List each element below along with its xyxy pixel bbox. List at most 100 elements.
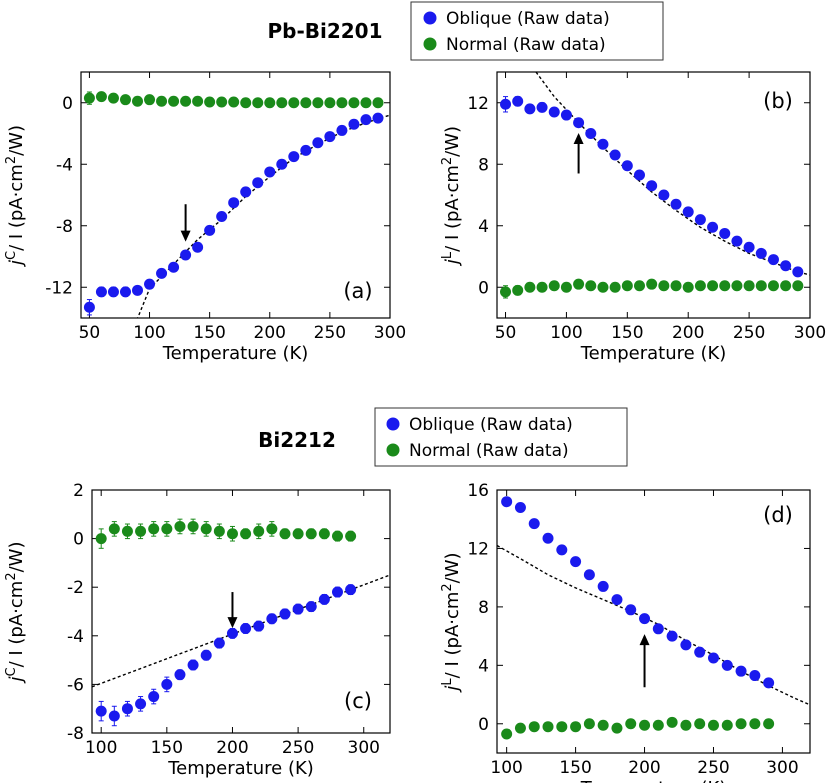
normal-point [633,280,645,292]
x-tick-label: 150 [151,738,183,758]
normal-point [548,280,560,292]
panel-label: (a) [343,279,372,303]
oblique-point [597,580,609,592]
oblique-point [253,620,265,632]
oblique-point [625,604,637,616]
transition-arrow-head [573,133,584,145]
normal-point [609,281,621,293]
oblique-point [305,601,317,613]
normal-point [213,525,225,537]
oblique-point [161,678,173,690]
normal-point [292,528,304,540]
oblique-point [755,247,767,259]
oblique-point [108,710,120,722]
legend-bottom-normal-marker [386,443,400,457]
y-axis-label: jC/ I (pA·cm2/W) [4,125,27,268]
panel-a: 50 100 150 200 250 300 0 -4 -8 -12 (a) Temperature … [4,71,406,364]
normal-point [542,721,554,733]
oblique-point [570,556,582,568]
normal-point [583,718,595,730]
normal-point [501,728,513,740]
oblique-point [731,235,743,247]
oblique-point [597,138,609,150]
panel-d: 100 150 200 250 300 16 12 8 4 0 (d) Temperature (K)… [440,481,811,783]
oblique-point [83,301,95,313]
normal-point [264,97,276,109]
normal-point [721,719,733,731]
oblique-point [119,286,131,298]
normal-point [694,718,706,730]
y-tick-label: -2 [67,578,84,598]
oblique-point [121,703,133,715]
x-axis-label: Temperature (K) [580,343,727,364]
y-tick-label: 0 [73,530,84,550]
oblique-point [501,496,513,508]
oblique-point [228,197,240,209]
normal-point [763,718,775,730]
oblique-point [252,177,264,189]
panel-c: 100 150 200 250 300 2 0 -2 -4 -6 -8 (c) Temperature … [4,481,391,779]
normal-point [336,97,348,109]
oblique-point [226,627,238,639]
oblique-point [292,603,304,615]
normal-point [312,97,324,109]
normal-point [192,95,204,107]
panel-label: (b) [763,89,793,113]
oblique-point [200,649,212,661]
plot-frame [496,71,811,319]
normal-point [621,280,633,292]
normal-point [300,97,312,109]
normal-point [755,280,767,292]
normal-point [597,719,609,731]
normal-point [658,280,670,292]
panel-b: 50 100 150 200 250 300 0 4 8 12 (b) Temperature (K)… [440,71,826,364]
oblique-point [360,114,372,126]
normal-point [144,94,156,106]
normal-point [95,91,107,103]
oblique-point [264,166,276,178]
header-title-bottom: Bi2212 [258,428,336,452]
panel-label: (d) [763,503,793,527]
normal-point [276,97,288,109]
normal-point [585,280,597,292]
y-axis-label-part: 2 [4,572,19,580]
oblique-point [528,518,540,530]
oblique-point [749,670,761,682]
oblique-point [135,698,147,710]
oblique-point [585,128,597,139]
normal-point [226,528,238,540]
oblique-point [213,637,225,649]
y-axis-label-part: j [6,676,27,684]
normal-point [83,92,95,104]
y-axis-label-part: /W) [442,126,463,157]
oblique-point [633,169,645,181]
y-tick-label: 12 [467,94,489,114]
y-axis-label-part: 2 [440,157,455,165]
x-tick-label: 200 [216,738,248,758]
normal-point [707,719,719,731]
x-tick-label: 250 [282,738,314,758]
y-axis-label-part: /W) [6,542,27,573]
normal-point [331,530,343,542]
oblique-point [542,532,554,544]
normal-point [735,718,747,730]
normal-point [694,280,706,292]
x-axis-label: Temperature (K) [167,758,314,779]
normal-point [573,278,585,290]
oblique-point [694,646,706,658]
legend-top-oblique-label: Oblique (Raw data) [446,9,610,29]
oblique-point [514,502,526,514]
normal-point [240,528,252,540]
oblique-point [174,669,186,681]
oblique-point [767,254,779,266]
x-tick-label: 100 [85,738,117,758]
oblique-point [512,95,524,107]
normal-point [345,530,357,542]
x-tick-label: 200 [254,323,286,343]
normal-point [536,281,548,293]
y-axis-label-part: C [4,251,19,260]
y-axis-label-part: / I (pA·cm [6,581,27,668]
normal-point [360,97,372,109]
x-tick-label: 100 [133,323,165,343]
